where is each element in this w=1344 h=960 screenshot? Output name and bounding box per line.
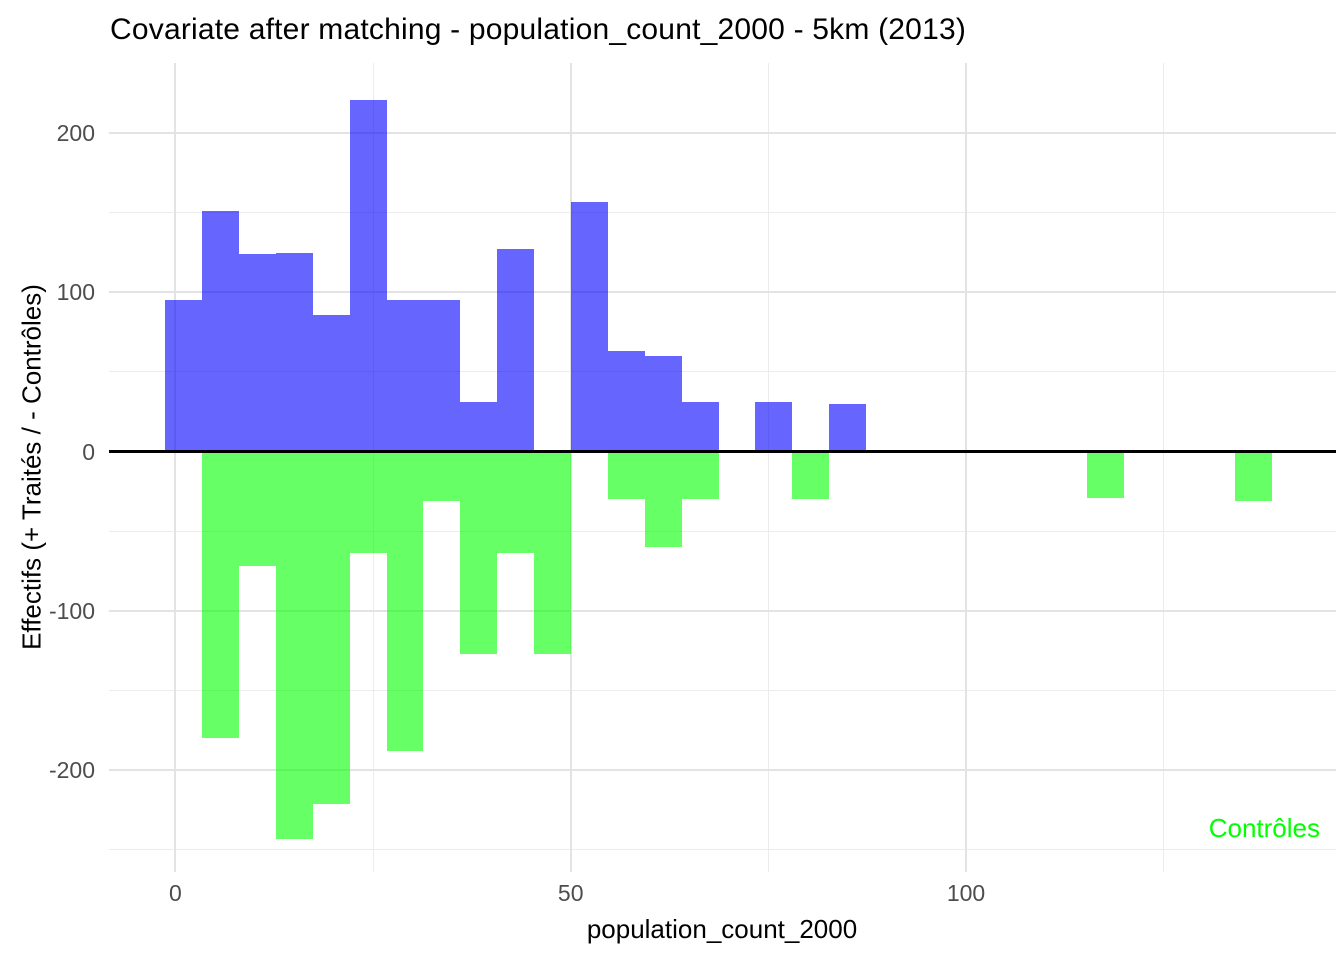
- histogram-bar-treated: [497, 249, 535, 452]
- y-minor-gridline: [109, 371, 1336, 373]
- histogram-bar-controls: [534, 451, 571, 654]
- histogram-bar-controls: [349, 451, 387, 554]
- y-minor-gridline: [109, 530, 1336, 532]
- histogram-bar-treated: [349, 99, 387, 452]
- controls-annotation: Contrôles: [1208, 813, 1320, 843]
- y-major-gridline: [109, 769, 1336, 772]
- plot-title: Covariate after matching - population_co…: [110, 13, 967, 46]
- y-tick-label: 200: [56, 120, 95, 147]
- y-minor-gridline: [109, 849, 1336, 851]
- histogram-bar-treated: [755, 402, 793, 452]
- y-tick-label: -200: [48, 757, 95, 784]
- histogram-bar-controls: [423, 451, 461, 501]
- histogram-bar-controls: [1234, 451, 1272, 501]
- histogram-bar-treated: [312, 314, 350, 452]
- histogram-bar-controls: [644, 451, 682, 548]
- x-axis-title: population_count_2000: [586, 914, 858, 944]
- histogram-bar-controls: [607, 451, 645, 500]
- y-major-gridline: [109, 132, 1336, 135]
- x-tick-label: 0: [169, 880, 182, 906]
- histogram-bar-treated: [165, 300, 203, 452]
- histogram-bar-treated: [202, 211, 240, 452]
- histogram-bar-treated: [460, 402, 498, 452]
- y-tick-label: 0: [82, 438, 95, 465]
- histogram-bar-treated: [571, 201, 608, 452]
- y-tick-label: -100: [48, 597, 95, 624]
- histogram-bar-controls: [1087, 451, 1125, 498]
- histogram-bar-controls: [681, 451, 719, 500]
- histogram-bar-controls: [460, 451, 498, 654]
- y-minor-gridline: [109, 689, 1336, 691]
- x-minor-gridline: [1163, 63, 1165, 872]
- histogram-bar-controls: [239, 451, 276, 567]
- y-minor-gridline: [109, 212, 1336, 214]
- plot-panel: Contrôles: [109, 63, 1336, 872]
- histogram-bar-controls: [202, 451, 240, 739]
- histogram-bar-treated: [607, 351, 645, 452]
- zero-axis-line: [109, 450, 1336, 454]
- y-axis-title: Effectifs (+ Traités / - Contrôles): [16, 284, 47, 650]
- y-major-gridline: [109, 291, 1336, 294]
- histogram-bar-treated: [423, 300, 461, 452]
- x-tick-label: 50: [557, 880, 584, 906]
- x-major-gridline: [965, 63, 967, 872]
- x-major-gridline: [174, 63, 177, 872]
- histogram-bar-treated: [829, 403, 866, 452]
- histogram-bar-controls: [312, 451, 350, 804]
- x-tick-label: 100: [946, 880, 986, 906]
- histogram-bar-treated: [275, 252, 313, 452]
- histogram-bar-controls: [792, 451, 830, 500]
- histogram-bar-treated: [681, 402, 719, 452]
- histogram-bar-treated: [386, 300, 424, 452]
- y-major-gridline: [109, 609, 1336, 612]
- x-minor-gridline: [767, 63, 769, 872]
- histogram-bar-treated: [239, 254, 276, 452]
- histogram-bar-controls: [386, 451, 424, 751]
- y-tick-label: 100: [56, 279, 95, 306]
- histogram-bar-controls: [497, 451, 535, 554]
- histogram-bar-controls: [275, 451, 313, 839]
- histogram-bar-treated: [644, 356, 682, 452]
